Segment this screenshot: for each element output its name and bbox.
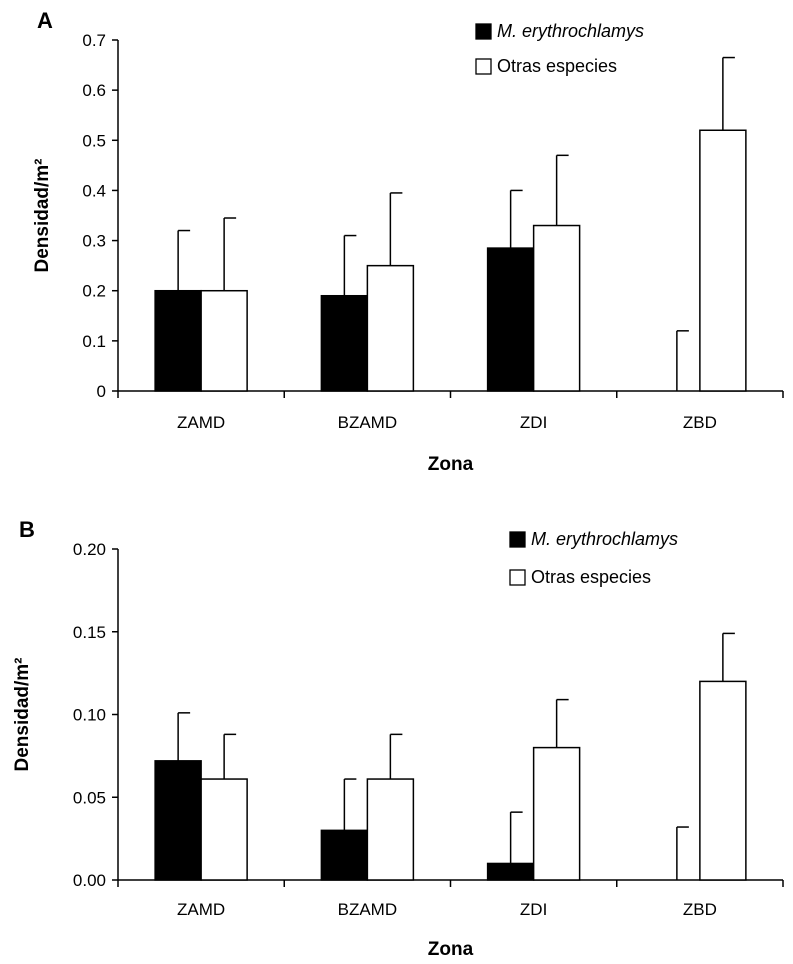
bar-otras-especies xyxy=(532,746,581,881)
chart-panel-a: A 0 0.1 0.2 0.3 0.4 0.5 0.6 0.7 ZAMD BZAMD ZDI ZBD De… xyxy=(32,8,784,475)
x-tick-label: ZAMD xyxy=(177,413,225,432)
legend-label: M. erythrochlamys xyxy=(531,529,678,549)
x-tick-label: ZDI xyxy=(520,900,547,919)
panel-letter: B xyxy=(19,517,35,542)
y-tick-label: 0.1 xyxy=(82,332,106,351)
y-tick-label: 0 xyxy=(97,382,106,401)
bar-m-erythrochlamys xyxy=(320,294,369,392)
bar-otras-especies xyxy=(699,680,747,881)
legend-label: M. erythrochlamys xyxy=(497,21,644,41)
y-tick-label: 0.6 xyxy=(82,81,106,100)
bar-otras-especies xyxy=(699,129,747,392)
legend-swatch xyxy=(475,58,492,75)
chart-panel-b: B 0.00 0.05 0.10 0.15 0.20 ZAMD BZAMD ZDI ZBD Dens… xyxy=(12,517,784,960)
bar-m-erythrochlamys xyxy=(320,829,369,881)
y-tick-label: 0.15 xyxy=(73,623,106,642)
bar-otras-especies xyxy=(200,778,248,881)
y-tick-label: 0.2 xyxy=(82,282,106,301)
legend-swatch xyxy=(509,569,526,586)
y-tick-label: 0.00 xyxy=(73,871,106,890)
y-axis-title: Densidad/m² xyxy=(32,158,53,272)
bar-otras-especies xyxy=(366,264,415,392)
y-tick-label: 0.7 xyxy=(82,31,106,50)
y-axis-title: Densidad/m² xyxy=(12,657,33,771)
legend-label: Otras especies xyxy=(497,56,617,76)
x-axis-title: Zona xyxy=(428,939,474,960)
y-tick-label: 0.20 xyxy=(73,540,106,559)
x-tick-label: BZAMD xyxy=(338,900,398,919)
bar-m-erythrochlamys xyxy=(154,760,202,881)
panel-letter: A xyxy=(37,8,53,33)
bar-m-erythrochlamys xyxy=(154,289,202,392)
x-axis-title: Zona xyxy=(428,454,474,475)
legend-swatch xyxy=(475,23,492,40)
x-tick-label: ZBD xyxy=(683,413,717,432)
y-tick-label: 0.10 xyxy=(73,706,106,725)
legend-swatch xyxy=(509,531,526,548)
bar-otras-especies xyxy=(200,289,248,392)
x-tick-label: BZAMD xyxy=(338,413,398,432)
legend: M. erythrochlamys Otras especies xyxy=(475,21,644,76)
y-tick-label: 0.05 xyxy=(73,788,106,807)
x-tick-label: ZAMD xyxy=(177,900,225,919)
bar-otras-especies xyxy=(366,778,415,881)
legend: M. erythrochlamys Otras especies xyxy=(509,529,678,587)
y-tick-label: 0.3 xyxy=(82,232,106,251)
bar-m-erythrochlamys xyxy=(486,247,535,392)
legend-label: Otras especies xyxy=(531,567,651,587)
y-tick-label: 0.5 xyxy=(82,131,106,150)
x-tick-label: ZDI xyxy=(520,413,547,432)
y-tick-label: 0.4 xyxy=(82,181,106,200)
bar-m-erythrochlamys xyxy=(486,862,535,881)
x-tick-label: ZBD xyxy=(683,900,717,919)
bar-otras-especies xyxy=(532,224,581,392)
